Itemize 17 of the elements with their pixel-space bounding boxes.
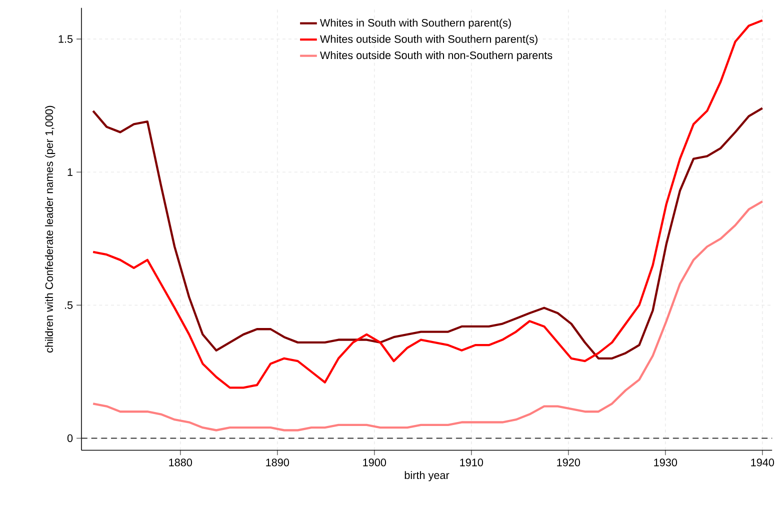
y-tick-label: .5 [64, 302, 73, 310]
x-tick-label: 1880 [169, 458, 192, 466]
legend-label: Whites outside South with non-Southern parents [320, 51, 552, 62]
x-tick-label: 1890 [266, 458, 290, 466]
x-tick-label: 1920 [557, 458, 580, 466]
legend-label: Whites in South with Southern parent(s) [320, 18, 511, 29]
x-tick-label: 1930 [654, 458, 678, 466]
y-axis-title: children with Confederate leader names (per 1,000) [45, 106, 56, 353]
y-tick-label: 1.5 [58, 35, 73, 44]
y-tick-label: 1 [68, 168, 73, 176]
x-tick-label: 1900 [363, 458, 386, 466]
x-axis-title: birth year [404, 471, 450, 482]
x-tick-label: 1940 [751, 458, 774, 466]
x-tick-label: 1910 [460, 458, 484, 466]
line-series [92, 20, 764, 389]
y-tick-label: 0 [67, 434, 73, 442]
legend-label: Whites outside South with Southern parent(s) [320, 35, 538, 46]
